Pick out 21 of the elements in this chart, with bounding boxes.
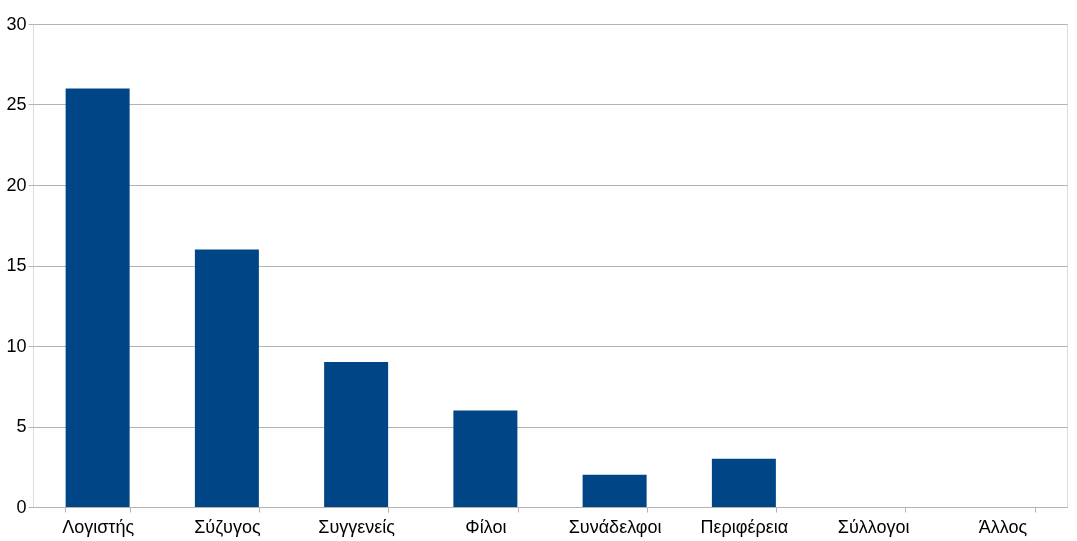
y-tick-label: 15 [6, 255, 27, 275]
y-tick-label: 20 [6, 174, 27, 195]
y-tick-label: 25 [6, 94, 27, 114]
x-tick-label: Φίλοι [465, 516, 507, 537]
y-tick-label: 30 [6, 13, 27, 34]
y-tick-label: 0 [16, 496, 27, 517]
y-tick-label: 5 [16, 416, 27, 436]
y-tick-label: 10 [6, 335, 27, 356]
bar [582, 474, 647, 507]
x-tick-label: Σύζυγος [194, 516, 261, 537]
x-tick-label: Συνάδελφοι [568, 516, 662, 537]
x-tick-label: Λογιστής [62, 516, 135, 537]
bar [324, 362, 389, 507]
x-tick-label: Άλλος [978, 516, 1028, 537]
bar [711, 458, 776, 507]
bar [65, 88, 130, 507]
x-tick-label: Συγγενείς [318, 516, 396, 537]
x-tick-label: Περιφέρεια [700, 516, 789, 537]
bar [194, 249, 259, 507]
x-tick-label: Σύλλογοι [837, 516, 910, 537]
bar [453, 410, 518, 507]
